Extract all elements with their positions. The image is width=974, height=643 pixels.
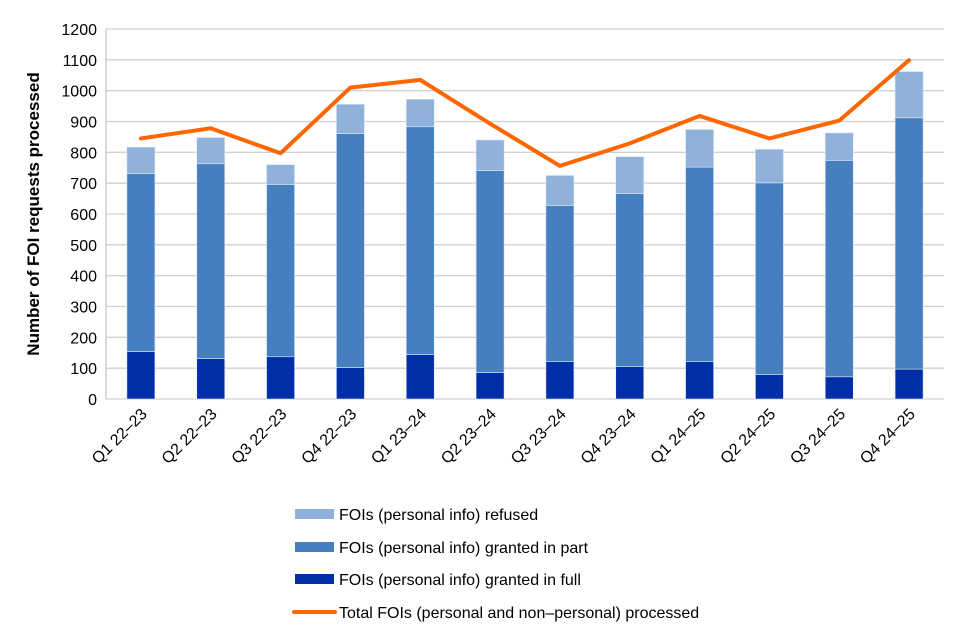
legend-swatch bbox=[295, 509, 334, 519]
y-tick-label: 500 bbox=[70, 238, 97, 255]
x-tick-label: Q3 22–23 bbox=[229, 406, 291, 468]
bar-segment bbox=[336, 367, 365, 400]
bar-segment bbox=[196, 163, 226, 359]
bar-segment bbox=[894, 71, 924, 119]
legend-label: FOIs (personal info) granted in full bbox=[339, 572, 581, 589]
bars bbox=[126, 71, 924, 400]
bar-segment bbox=[475, 372, 505, 400]
total-foi-line bbox=[138, 58, 912, 168]
bar-segment bbox=[545, 205, 575, 362]
y-tick-label: 1000 bbox=[61, 84, 97, 101]
bar-segment bbox=[755, 182, 784, 375]
bar-segment bbox=[894, 368, 924, 400]
bar-segment bbox=[266, 184, 295, 358]
x-tick-label: Q4 23–24 bbox=[578, 406, 640, 468]
bar-segment bbox=[545, 361, 575, 400]
bar-segment bbox=[894, 117, 924, 370]
bar-segment bbox=[824, 132, 854, 161]
y-tick-label: 1100 bbox=[63, 53, 98, 70]
x-tick-labels: Q1 22–23 Q2 22–23 Q3 22–23 Q4 22–23 Q1 23–24… bbox=[89, 406, 919, 468]
x-tick-label: Q1 24–25 bbox=[648, 406, 710, 468]
y-tick-label: 1200 bbox=[61, 22, 97, 39]
y-axis-title: Number of FOI requests processed bbox=[24, 72, 43, 355]
bar-segment bbox=[336, 103, 365, 134]
legend-label: FOIs (personal info) granted in part bbox=[339, 540, 589, 557]
legend-swatch bbox=[295, 542, 334, 552]
bar-segment bbox=[824, 376, 854, 400]
y-tick-labels: 0 100 200 300 400 500 600 700 800 900 1000 1100 1200 bbox=[61, 22, 97, 409]
y-tick-label: 700 bbox=[70, 176, 97, 193]
bar-segment bbox=[126, 173, 156, 352]
bar-segment bbox=[755, 374, 784, 400]
bar-segment bbox=[196, 137, 226, 165]
legend-label: Total FOIs (personal and non–personal) p… bbox=[339, 605, 699, 622]
legend: FOIs (personal info) refused FOIs (person… bbox=[292, 507, 699, 622]
bar-segment bbox=[475, 170, 505, 373]
bar-segment bbox=[126, 351, 156, 400]
bar-segment bbox=[405, 354, 435, 400]
y-tick-label: 100 bbox=[70, 361, 97, 378]
x-tick-label: Q1 23–24 bbox=[368, 406, 430, 468]
bar-segment bbox=[405, 99, 435, 128]
bar-segment bbox=[615, 193, 645, 367]
bar-segment bbox=[685, 129, 714, 168]
x-tick-label: Q3 24–25 bbox=[787, 406, 849, 468]
x-tick-label: Q2 22–23 bbox=[159, 406, 221, 468]
bar-segment bbox=[824, 160, 854, 378]
bar-segment bbox=[755, 148, 784, 184]
bar-segment bbox=[545, 175, 575, 206]
bar-segment bbox=[685, 166, 714, 362]
bar-segment bbox=[405, 126, 435, 355]
bar-segment bbox=[126, 146, 156, 174]
y-tick-label: 200 bbox=[70, 330, 97, 347]
bar-segment bbox=[615, 366, 645, 400]
legend-label: FOIs (personal info) refused bbox=[339, 507, 538, 524]
x-tick-label: Q4 22–23 bbox=[299, 406, 361, 468]
x-tick-label: Q1 22–23 bbox=[89, 406, 151, 468]
bar-segment bbox=[266, 164, 295, 185]
legend-swatch bbox=[295, 574, 334, 584]
y-tick-label: 300 bbox=[70, 300, 97, 317]
x-tick-label: Q3 23–24 bbox=[508, 406, 570, 468]
bar-segment bbox=[266, 356, 295, 400]
total-line bbox=[138, 58, 912, 168]
bar-segment bbox=[336, 133, 365, 368]
x-tick-label: Q2 23–24 bbox=[438, 406, 500, 468]
y-tick-label: 900 bbox=[70, 115, 97, 132]
bar-segment bbox=[685, 361, 714, 400]
y-tick-label: 800 bbox=[70, 145, 97, 162]
x-tick-label: Q4 24–25 bbox=[857, 406, 919, 468]
bar-segment bbox=[475, 139, 505, 171]
bar-segment bbox=[615, 156, 645, 194]
gridlines bbox=[105, 28, 944, 400]
y-tick-label: 0 bbox=[88, 392, 97, 409]
y-tick-label: 600 bbox=[70, 207, 97, 224]
x-tick-label: Q2 24–25 bbox=[718, 406, 780, 468]
y-tick-label: 400 bbox=[70, 269, 97, 286]
bar-segment bbox=[196, 358, 226, 400]
